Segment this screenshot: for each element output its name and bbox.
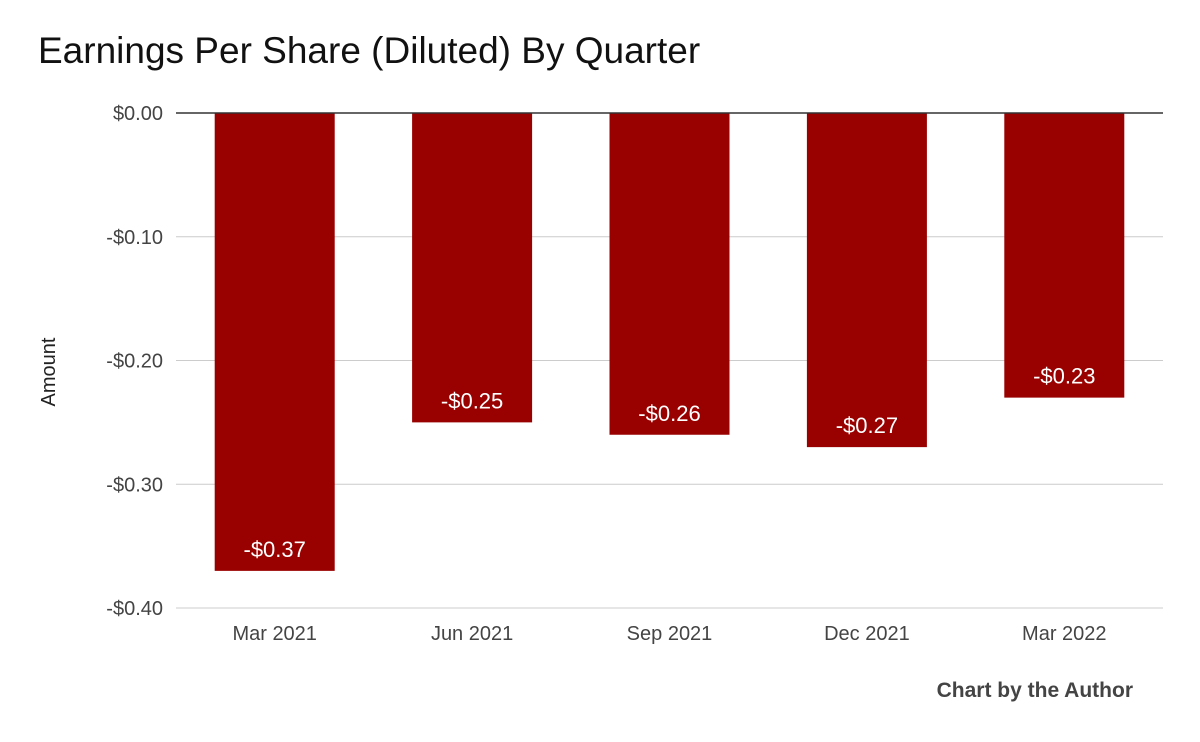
data-label: -$0.27	[836, 413, 898, 438]
y-tick-label: $0.00	[113, 103, 163, 125]
chart-title: Earnings Per Share (Diluted) By Quarter	[38, 30, 701, 71]
x-tick-label: Sep 2021	[627, 623, 713, 645]
y-tick-label: -$0.30	[106, 474, 163, 496]
bar	[806, 113, 927, 448]
data-label: -$0.26	[638, 401, 700, 426]
bar	[214, 113, 335, 571]
data-label: -$0.23	[1033, 364, 1095, 389]
x-tick-label: Mar 2022	[1022, 623, 1107, 645]
x-tick-label: Dec 2021	[824, 623, 910, 645]
x-tick-label: Mar 2021	[232, 623, 317, 645]
data-label: -$0.25	[441, 388, 503, 413]
chart-credit: Chart by the Author	[936, 679, 1133, 702]
y-axis-label: Amount	[38, 337, 60, 406]
y-tick-label: -$0.10	[106, 227, 163, 249]
y-tick-label: -$0.20	[106, 351, 163, 373]
bar	[609, 113, 730, 435]
bar	[1004, 113, 1125, 398]
data-label: -$0.37	[244, 537, 306, 562]
x-tick-label: Jun 2021	[431, 623, 513, 645]
y-tick-label: -$0.40	[106, 598, 163, 620]
bar	[412, 113, 533, 423]
